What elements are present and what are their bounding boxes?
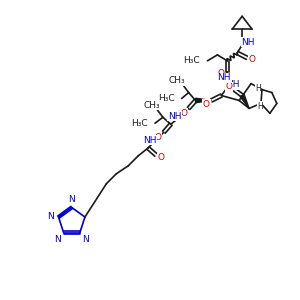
Text: H₃C: H₃C: [183, 56, 200, 65]
Text: NH: NH: [168, 112, 182, 121]
Text: O: O: [248, 55, 256, 64]
Text: O: O: [218, 69, 225, 78]
Text: H: H: [255, 84, 261, 93]
Text: O: O: [226, 82, 233, 91]
Text: NH: NH: [241, 38, 255, 46]
Polygon shape: [196, 98, 211, 103]
Text: CH₃: CH₃: [144, 101, 160, 110]
Text: NH: NH: [143, 136, 157, 145]
Text: N: N: [68, 195, 75, 204]
Text: O: O: [154, 133, 161, 142]
Text: N: N: [82, 235, 89, 244]
Text: H₃C: H₃C: [158, 94, 175, 103]
Text: NH: NH: [226, 80, 240, 89]
Text: CH₃: CH₃: [168, 76, 185, 85]
Text: N: N: [54, 235, 61, 244]
Text: H: H: [257, 102, 263, 111]
Text: N: N: [47, 212, 54, 220]
Text: O: O: [180, 109, 187, 118]
Polygon shape: [240, 94, 249, 108]
Text: NH: NH: [218, 73, 231, 82]
Text: O: O: [203, 100, 210, 109]
Text: O: O: [158, 153, 164, 162]
Text: H₃C: H₃C: [131, 119, 148, 128]
